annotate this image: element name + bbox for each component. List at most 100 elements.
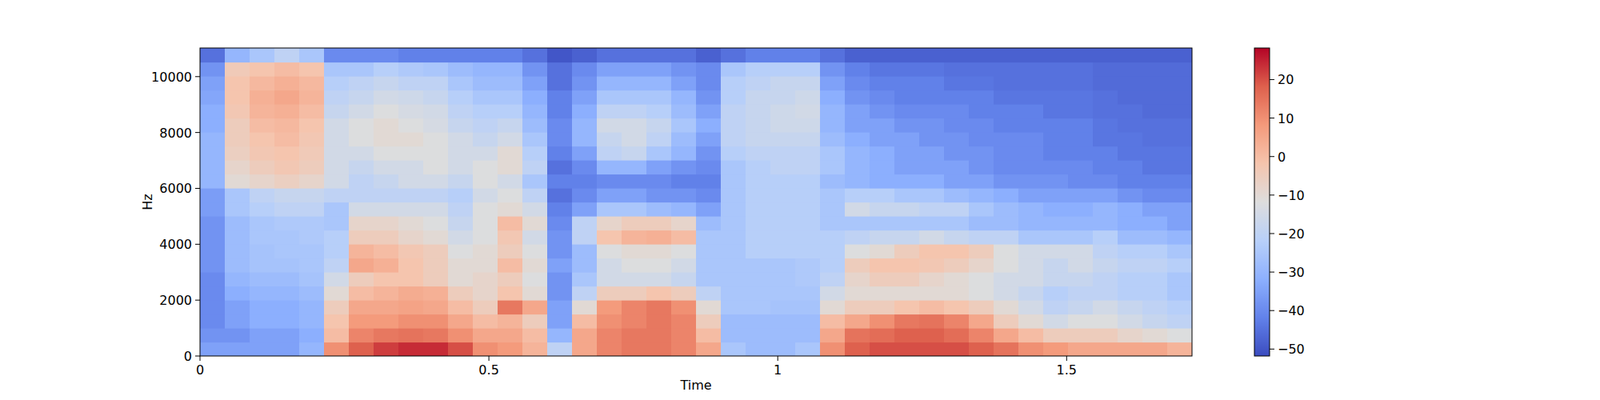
cell (274, 90, 300, 105)
cell (919, 314, 945, 329)
cell (299, 76, 325, 91)
cell (423, 272, 449, 287)
cell (944, 328, 970, 343)
cell (646, 174, 672, 189)
cell (472, 76, 499, 91)
cell (919, 258, 945, 273)
cell (249, 188, 276, 203)
cell (373, 216, 400, 231)
cell (596, 300, 623, 315)
cell (224, 328, 251, 343)
cell (472, 230, 499, 245)
cell (844, 76, 871, 91)
cell (820, 76, 846, 91)
cell (472, 188, 499, 203)
cell (224, 258, 251, 273)
cell (919, 328, 945, 343)
cell (696, 132, 722, 147)
cell (993, 188, 1020, 203)
cell (522, 342, 548, 357)
cell (720, 48, 747, 63)
cell (1167, 286, 1192, 301)
cell (423, 48, 449, 63)
cell (274, 314, 300, 329)
cell (398, 314, 424, 329)
cell (423, 76, 449, 91)
cell (1092, 300, 1119, 315)
cell (547, 104, 573, 119)
cell (547, 216, 573, 231)
cell (423, 132, 449, 147)
cell (398, 300, 424, 315)
cell (696, 62, 722, 77)
cell (869, 272, 896, 287)
cell (671, 104, 697, 119)
cell (894, 328, 920, 343)
cell (770, 188, 796, 203)
cell (795, 104, 821, 119)
cell (472, 342, 499, 357)
cell (1043, 286, 1069, 301)
cell (968, 314, 995, 329)
cell (572, 188, 598, 203)
cell (448, 230, 474, 245)
cell (274, 160, 300, 175)
cell (324, 48, 350, 63)
cell (894, 104, 920, 119)
cell (894, 118, 920, 133)
cell (398, 48, 424, 63)
cell (348, 216, 375, 231)
cell (324, 62, 350, 77)
cell (820, 328, 846, 343)
cell (894, 146, 920, 161)
cell (1068, 174, 1094, 189)
cell (770, 244, 796, 259)
cell (472, 118, 499, 133)
cell (1092, 118, 1119, 133)
cell (1068, 104, 1094, 119)
cell (1043, 48, 1069, 63)
cell (522, 90, 548, 105)
cell (448, 174, 474, 189)
cell (1142, 76, 1168, 91)
cell (646, 90, 672, 105)
cell (348, 244, 375, 259)
cell (274, 202, 300, 217)
cell (621, 272, 648, 287)
cell (572, 314, 598, 329)
cell (398, 118, 424, 133)
cell (671, 90, 697, 105)
cell (844, 342, 871, 357)
cell (596, 230, 623, 245)
cell (249, 118, 276, 133)
cell (200, 132, 226, 147)
cell (348, 174, 375, 189)
cell (844, 230, 871, 245)
cell (1068, 188, 1094, 203)
cell (324, 174, 350, 189)
cell (547, 174, 573, 189)
cell (696, 48, 722, 63)
cell (448, 258, 474, 273)
cell (324, 314, 350, 329)
y-tick-label: 2000 (159, 292, 192, 308)
cell (1142, 342, 1168, 357)
cell (820, 118, 846, 133)
cell (820, 90, 846, 105)
cell (398, 62, 424, 77)
cell (497, 90, 524, 105)
cell (1068, 132, 1094, 147)
cell (795, 132, 821, 147)
cell (224, 174, 251, 189)
cell (993, 202, 1020, 217)
cell (1092, 160, 1119, 175)
cell (844, 90, 871, 105)
cell (646, 258, 672, 273)
cell (249, 258, 276, 273)
cell (869, 286, 896, 301)
cell (745, 314, 772, 329)
cell (572, 104, 598, 119)
cell (894, 132, 920, 147)
cell (1167, 188, 1192, 203)
y-tick (195, 300, 200, 301)
